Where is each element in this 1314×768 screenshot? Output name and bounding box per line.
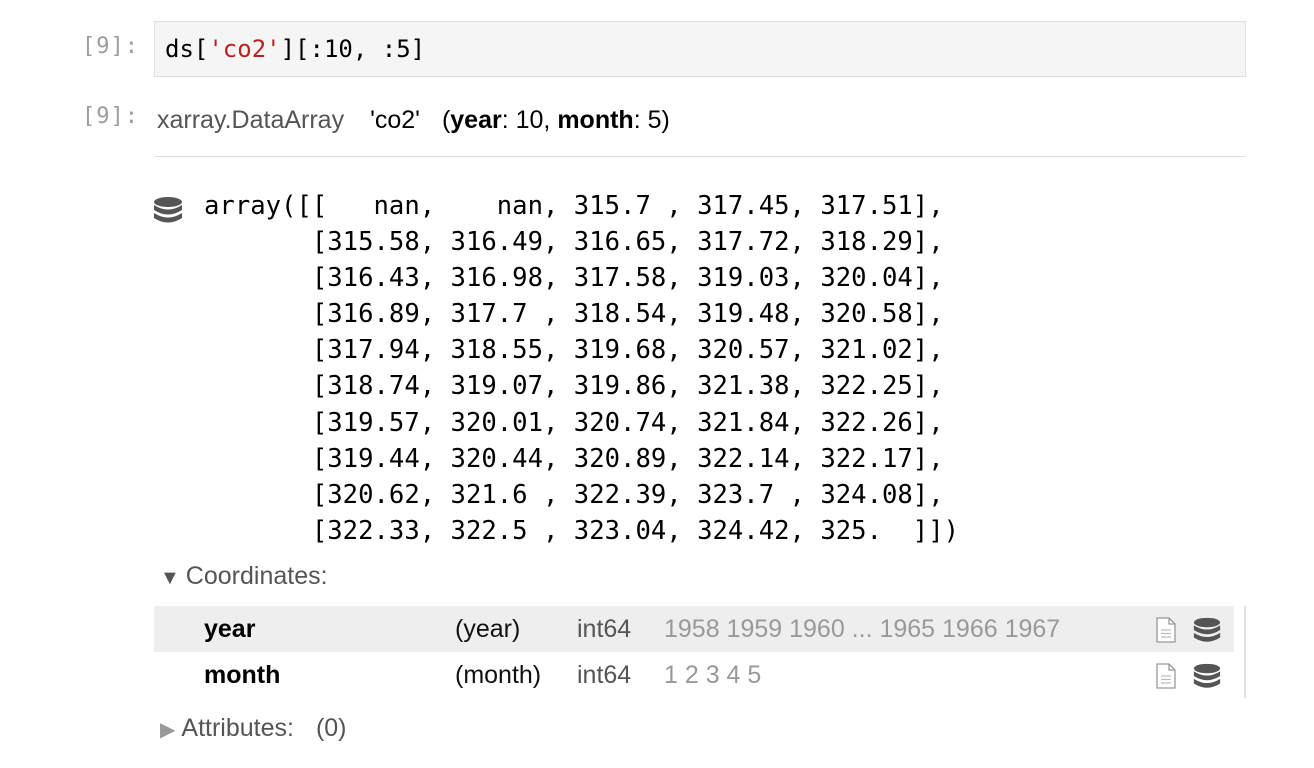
coord-dtype: int64 (577, 615, 632, 643)
dims-summary: (year: 10, month: 5) (442, 106, 670, 134)
row-edge (1244, 652, 1246, 698)
input-prompt: [9]: (82, 34, 139, 59)
coordinate-row-year[interactable]: year (year) int64 1958 1959 1960 ... 196… (154, 606, 1234, 652)
coord-dims: (month) (455, 661, 542, 689)
code-string-literal: 'co2' (208, 35, 281, 63)
dim-size-month: : 5) (633, 106, 670, 134)
row-edge (1244, 606, 1246, 652)
attributes-count: (0) (315, 714, 347, 742)
code-prefix: ds[ (165, 35, 209, 63)
array-name: 'co2' (370, 106, 420, 134)
object-type: xarray.DataArray (157, 106, 345, 134)
coordinates-label: Coordinates: (185, 562, 328, 590)
coord-name: year (204, 615, 256, 643)
code-cell-editor[interactable]: ds['co2'][:10, :5] (154, 21, 1246, 77)
collapsed-arrow-icon: ▶ (160, 719, 176, 741)
header-divider (154, 156, 1246, 157)
coord-name: month (204, 661, 281, 689)
document-icon[interactable] (1154, 617, 1178, 650)
dims-open: ( (441, 106, 451, 134)
database-icon[interactable] (152, 194, 184, 226)
code-text[interactable]: ds['co2'][:10, :5] (165, 35, 425, 63)
coord-dims: (year) (455, 615, 521, 643)
database-icon[interactable] (1192, 615, 1222, 652)
code-suffix: ][:10, :5] (280, 35, 426, 63)
dim-name-month: month (557, 106, 634, 134)
coord-dtype: int64 (577, 661, 632, 689)
dim-name-year: year (450, 106, 502, 134)
array-values: array([[ nan, nan, 315.7 , 317.45, 317.5… (204, 191, 960, 546)
dim-size-year: : 10, (501, 106, 558, 134)
coord-preview: 1 2 3 4 5 (664, 661, 762, 689)
output-prompt: [9]: (82, 104, 139, 129)
coordinates-toggle[interactable]: ▼ Coordinates: (160, 562, 328, 591)
database-icon[interactable] (1192, 661, 1222, 698)
document-icon[interactable] (1154, 663, 1178, 696)
coord-preview: 1958 1959 1960 ... 1965 1966 1967 (664, 615, 1061, 643)
coordinate-row-month[interactable]: month (month) int64 1 2 3 4 5 (154, 652, 1234, 698)
dataarray-header: xarray.DataArray 'co2' (year: 10, month: 5… (157, 106, 670, 146)
attributes-label: Attributes: (181, 714, 294, 742)
attributes-toggle[interactable]: ▶ Attributes: (0) (160, 714, 347, 743)
expanded-arrow-icon: ▼ (160, 567, 180, 589)
